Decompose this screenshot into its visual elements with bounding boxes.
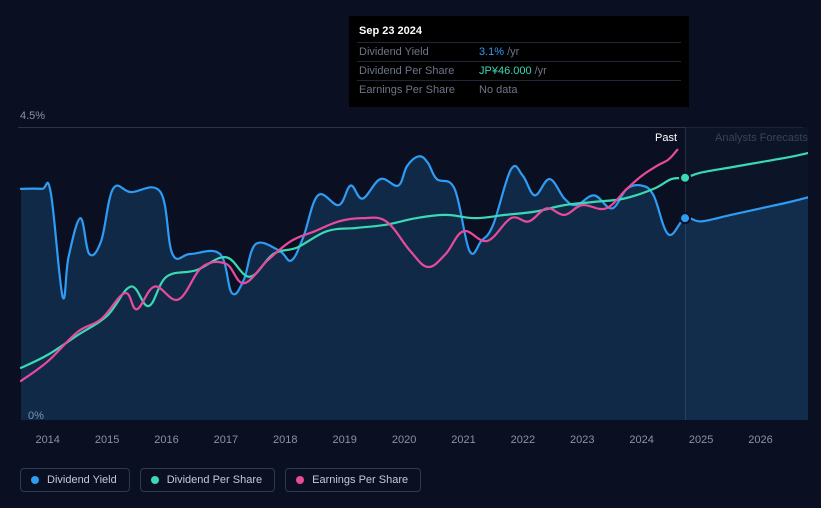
legend-item-dividend-per-share[interactable]: Dividend Per Share: [140, 468, 275, 492]
tooltip-row-label: Earnings Per Share: [359, 84, 479, 96]
tooltip-row-suffix: /yr: [535, 65, 547, 77]
x-axis-tick-label: 2021: [451, 434, 475, 446]
tooltip-row-value: No data: [479, 84, 518, 96]
x-axis-tick-label: 2022: [511, 434, 535, 446]
y-axis-max-label: 4.5%: [20, 110, 45, 122]
series-marker-dividend_per_share: [680, 173, 690, 183]
series-marker-dividend_yield: [680, 213, 690, 223]
x-axis-tick-label: 2020: [392, 434, 416, 446]
tooltip-row-suffix: /yr: [507, 46, 519, 58]
x-axis-tick-label: 2026: [748, 434, 772, 446]
x-axis-labels: 2014 2015 2016 2017 2018 2019 2020 2021 2022 2023…: [18, 434, 808, 450]
x-axis-tick-label: 2015: [95, 434, 119, 446]
x-axis-tick-label: 2016: [154, 434, 178, 446]
legend-dot-icon: [31, 476, 39, 484]
x-axis-tick-label: 2025: [689, 434, 713, 446]
legend-dot-icon: [151, 476, 159, 484]
chart-legend: Dividend Yield Dividend Per Share Earnings…: [20, 468, 421, 492]
x-axis-tick-label: 2023: [570, 434, 594, 446]
x-axis-tick-label: 2014: [35, 434, 59, 446]
tooltip-row-value: 3.1%: [479, 46, 504, 58]
dividend-chart: Sep 23 2024 Dividend Yield3.1%/yrDividen…: [0, 0, 821, 508]
chart-tooltip: Sep 23 2024 Dividend Yield3.1%/yrDividen…: [349, 16, 689, 107]
legend-item-label: Earnings Per Share: [312, 474, 408, 486]
x-axis-tick-label: 2019: [332, 434, 356, 446]
tooltip-row: Dividend Yield3.1%/yr: [357, 42, 681, 61]
tooltip-row-label: Dividend Per Share: [359, 65, 479, 77]
legend-dot-icon: [296, 476, 304, 484]
legend-item-earnings-per-share[interactable]: Earnings Per Share: [285, 468, 421, 492]
legend-item-label: Dividend Per Share: [167, 474, 262, 486]
legend-item-label: Dividend Yield: [47, 474, 117, 486]
x-axis-tick-label: 2017: [214, 434, 238, 446]
x-axis-tick-label: 2024: [629, 434, 653, 446]
x-axis-tick-label: 2018: [273, 434, 297, 446]
chart-plot-area[interactable]: [18, 127, 808, 420]
tooltip-row-value: JP¥46.000: [479, 65, 532, 77]
tooltip-row: Dividend Per ShareJP¥46.000/yr: [357, 61, 681, 80]
legend-item-dividend-yield[interactable]: Dividend Yield: [20, 468, 130, 492]
tooltip-row: Earnings Per ShareNo data: [357, 80, 681, 99]
tooltip-row-label: Dividend Yield: [359, 46, 479, 58]
tooltip-date: Sep 23 2024: [357, 22, 681, 42]
